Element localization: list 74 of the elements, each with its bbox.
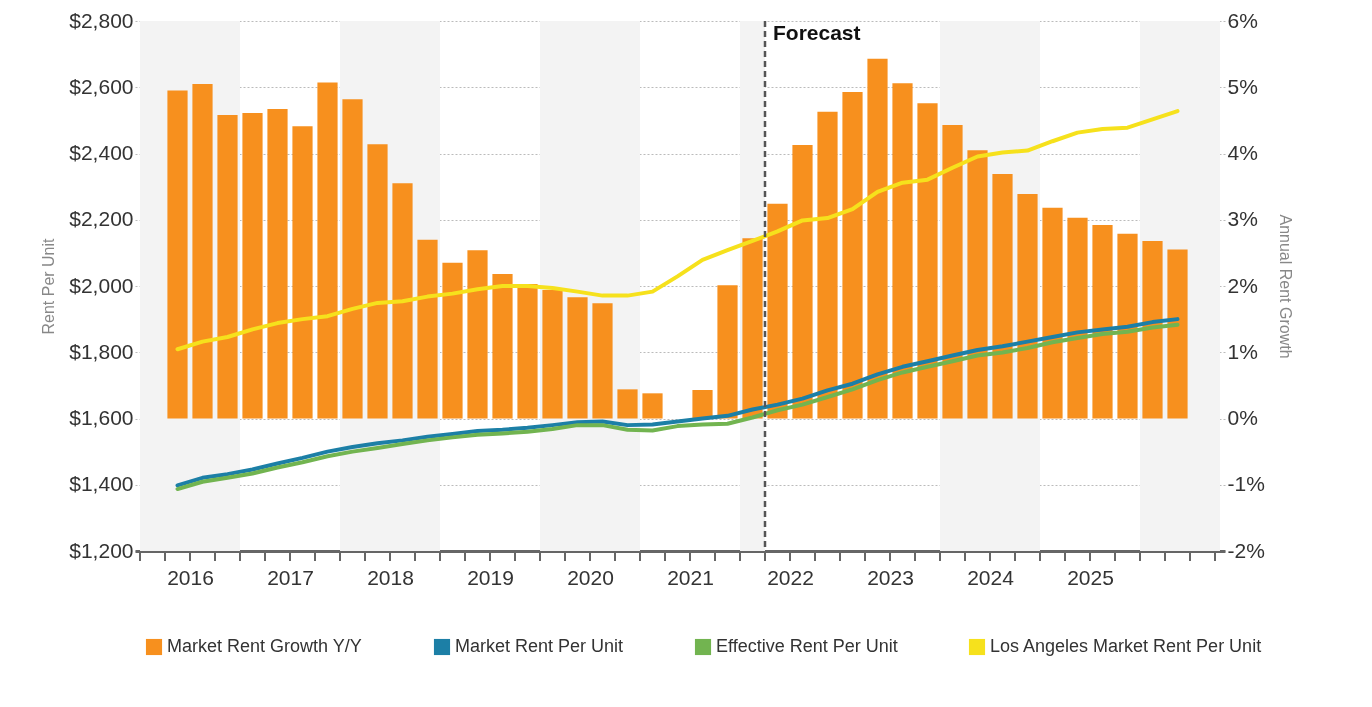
bar <box>992 174 1013 419</box>
bar <box>242 113 263 419</box>
legend-label: Los Angeles Market Rent Per Unit <box>990 636 1262 656</box>
bar <box>1117 233 1138 419</box>
bar <box>467 250 488 419</box>
bar <box>617 389 638 419</box>
x-tick-label: 2022 <box>767 565 814 589</box>
y2-tick-label: 1% <box>1227 339 1258 363</box>
y-tick-label: $2,000 <box>69 273 134 297</box>
bar <box>442 262 463 419</box>
bar <box>567 297 588 419</box>
x-tick-label: 2016 <box>167 565 214 589</box>
legend-label: Market Rent Growth Y/Y <box>167 636 362 656</box>
bar <box>392 183 413 419</box>
bar <box>692 390 713 419</box>
bar <box>942 125 963 419</box>
y-tick-label: $2,600 <box>69 74 134 98</box>
y-tick-label: $2,200 <box>69 207 134 231</box>
bar <box>1042 207 1063 419</box>
bar <box>1142 240 1163 419</box>
bar <box>367 144 388 419</box>
y-tick-label: $2,400 <box>69 141 134 164</box>
x-tick-label: 2020 <box>567 565 614 589</box>
ref-line-label: Forecast <box>773 21 861 44</box>
y-tick-label: $1,400 <box>69 472 134 496</box>
bar <box>892 83 913 419</box>
bar <box>1092 225 1113 419</box>
y2-axis-title: Annual Rent Growth <box>1276 214 1294 359</box>
bar <box>792 144 813 419</box>
bar <box>517 284 538 419</box>
bar <box>1167 249 1188 419</box>
x-tick-label: 2024 <box>967 565 1015 589</box>
x-tick-label: 2017 <box>267 565 314 589</box>
y-tick-label: $1,200 <box>69 538 134 562</box>
bar <box>542 289 563 419</box>
bar <box>292 126 313 419</box>
bar <box>1017 193 1038 419</box>
legend-label: Effective Rent Per Unit <box>716 636 898 656</box>
x-tick-label: 2019 <box>467 565 514 589</box>
x-tick-label: 2023 <box>867 565 914 589</box>
x-tick-label: 2018 <box>367 565 414 589</box>
y2-tick-label: 2% <box>1227 273 1258 297</box>
bar <box>717 285 738 419</box>
y-axis-title: Rent Per Unit <box>40 237 58 335</box>
bar <box>867 58 888 419</box>
y2-tick-label: 6% <box>1227 8 1258 32</box>
bar <box>967 150 988 419</box>
bar <box>642 393 663 419</box>
bar <box>817 111 838 419</box>
y-tick-label: $2,800 <box>69 8 134 32</box>
y2-tick-label: 0% <box>1227 406 1258 429</box>
y-tick-label: $1,600 <box>69 406 134 429</box>
bar <box>917 103 938 419</box>
y2-tick-label: -2% <box>1227 538 1265 562</box>
y2-tick-label: 3% <box>1227 207 1258 231</box>
line-series <box>175 109 1180 352</box>
bar <box>1067 217 1088 419</box>
y2-tick-label: 5% <box>1227 74 1258 98</box>
legend-label: Market Rent Per Unit <box>455 636 624 656</box>
bar <box>842 91 863 419</box>
bar <box>192 83 213 419</box>
bar <box>592 303 613 419</box>
bar <box>342 99 363 419</box>
bar <box>217 115 238 419</box>
y-tick-label: $1,800 <box>69 339 134 363</box>
y2-tick-label: -1% <box>1227 472 1265 496</box>
x-tick-label: 2025 <box>1067 565 1114 589</box>
bar <box>267 109 288 419</box>
x-tick-label: 2021 <box>667 565 714 589</box>
bar <box>417 239 438 419</box>
bar <box>317 82 338 419</box>
y2-tick-label: 4% <box>1227 141 1258 164</box>
bar <box>167 90 188 419</box>
bar <box>492 274 513 419</box>
